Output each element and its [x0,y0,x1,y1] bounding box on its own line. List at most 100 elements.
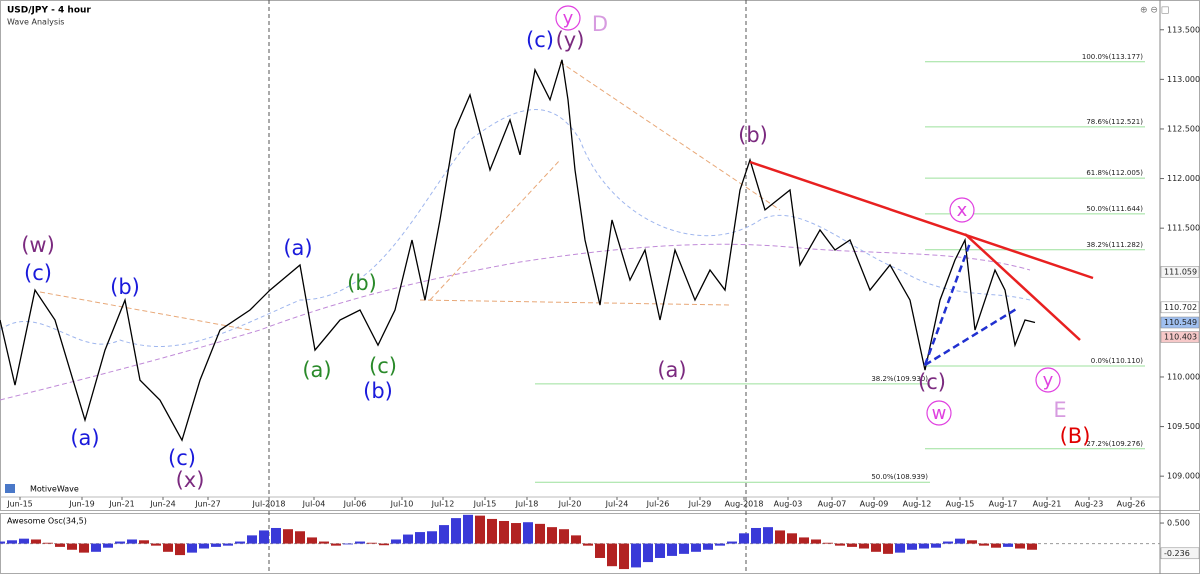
fib-label: -27.2%(109.276) [1084,440,1143,448]
osc-bar [955,538,965,544]
price-marker-label: 110.702 [1164,303,1197,312]
x-tick-label: Aug-15 [946,500,975,509]
x-tick-label: Jul-29 [688,500,712,509]
osc-bar [415,532,425,544]
osc-bar [787,533,797,544]
wave-label: (b) [738,123,768,147]
osc-bar [631,543,641,568]
price-marker [1160,547,1200,560]
osc-bar [67,543,77,550]
wave-label: E [1053,398,1066,422]
wave-label: (b) [347,271,377,295]
osc-bar [823,542,833,544]
x-tick-label: Jun-15 [6,500,33,509]
wave-label: y [563,8,574,29]
wave-label: (c) [369,354,397,378]
osc-bar [43,542,53,544]
x-tick-label: Jul-24 [605,500,629,509]
trend-line [749,160,1094,280]
osc-bar [907,543,917,550]
osc-title: Awesome Osc(34,5) [7,517,87,526]
wave-label: x [957,200,968,221]
osc-bar [259,530,269,544]
osc-bar [31,539,41,544]
wave-label: (a) [70,426,99,450]
price-marker [1160,301,1200,314]
osc-bar [451,518,461,544]
y-tick-label: 110.000 [1167,372,1200,381]
wave-label: (b) [110,275,140,299]
osc-bar [535,523,545,544]
osc-bar [523,522,533,544]
x-tick-label: Jul-18 [515,500,539,509]
osc-bar [271,527,281,544]
fib-label: 38.2%(109.930) [871,375,928,383]
osc-bar [739,533,749,544]
wave-label: (a) [283,236,312,260]
chart-title: USD/JPY - 4 hour [7,6,91,16]
trend-line [923,242,1019,367]
osc-bar [187,543,197,553]
osc-bar [175,543,185,556]
fib-label: 61.8%(112.005) [1086,169,1143,177]
osc-bar [115,541,125,544]
osc-bar [691,543,701,552]
osc-bar [19,538,29,544]
wave-label: (w) [21,233,55,257]
osc-bar [667,543,677,556]
osc-bar [307,537,317,544]
osc-bar [127,539,137,544]
osc-bar [571,535,581,544]
osc-bar [511,523,521,544]
x-tick-label: Aug-07 [818,500,847,509]
price-line [0,59,1036,442]
price-marker-label: 110.549 [1164,318,1197,327]
osc-bar [583,543,593,546]
osc-bar [163,543,173,552]
osc-bar [319,541,329,544]
osc-bar [283,529,293,544]
osc-bar [547,527,557,544]
x-tick-label: Jun-27 [194,500,221,509]
wave-label: (a) [302,358,331,382]
osc-bar [427,531,437,544]
wave-label: D [592,12,608,36]
osc-bar [595,543,605,558]
window-controls[interactable]: ⊕ ⊖ □ [1140,6,1169,16]
osc-bar [247,535,257,544]
y-tick-label: 109.000 [1167,472,1200,481]
osc-bar [619,543,629,570]
y-tick-label: 112.000 [1167,174,1200,183]
x-tick-label: Aug-09 [860,500,889,509]
trend-line [39,61,781,331]
osc-bar [715,543,725,546]
osc-bar [355,541,365,544]
price-marker-label: 110.403 [1164,332,1197,341]
x-tick-label: Jul-20 [558,500,582,509]
osc-bar [811,539,821,544]
osc-bar [871,543,881,552]
wave-label: (y) [556,28,585,52]
wave-label: (x) [176,468,205,492]
osc-bar [703,543,713,550]
price-marker [1160,331,1200,343]
chart-subtitle: Wave Analysis [7,18,64,27]
y-tick-label: 0.500 [1167,519,1190,528]
osc-bar [151,543,161,546]
fib-label: 38.2%(111.282) [1086,241,1143,249]
x-tick-label: Aug-26 [1117,500,1146,509]
osc-bar [751,527,761,544]
wave-label: w [932,403,947,424]
x-tick-label: Aug-12 [903,500,932,509]
wave-label: y [1043,370,1054,391]
osc-bar [763,527,773,544]
osc-bar [559,529,569,544]
wave-circle [1035,367,1061,393]
osc-bar [223,543,233,546]
price-marker-label: 111.059 [1164,267,1197,276]
osc-bar [235,541,245,544]
osc-bar [847,543,857,547]
x-tick-label: Jul-12 [431,500,455,509]
osc-bar [931,543,941,548]
fib-label: 50.0%(111.644) [1086,205,1143,213]
